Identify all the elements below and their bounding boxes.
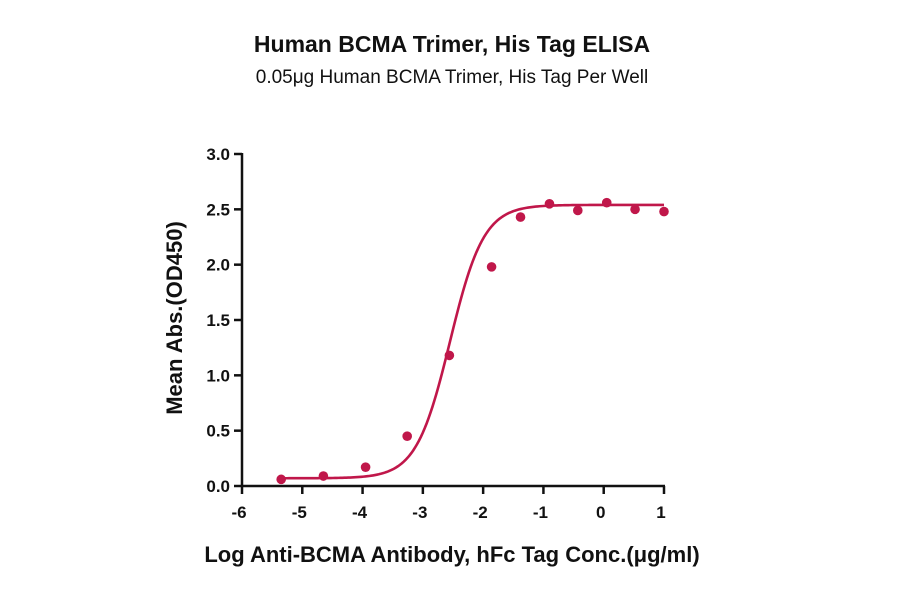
axes	[240, 153, 665, 488]
y-tick-label: 3.0	[206, 145, 230, 164]
data-point	[515, 212, 526, 222]
data-point	[444, 350, 455, 361]
chart-title: Human BCMA Trimer, His Tag ELISA	[254, 31, 650, 57]
data-point	[276, 474, 286, 485]
y-tick-label: 0.5	[206, 422, 230, 441]
x-tick-label: -4	[352, 503, 368, 522]
data-point	[318, 471, 329, 481]
x-axis-ticks: -6 -5 -4 -3 -2 -1 0 1	[231, 486, 666, 522]
y-tick-label: 1.5	[206, 311, 230, 330]
x-tick-label: 0	[596, 503, 605, 522]
y-axis-ticks: 0.0 0.5 1.0 1.5 2.0 2.5 3.0	[206, 145, 242, 496]
data-point	[659, 206, 669, 217]
y-axis-label: Mean Abs.(OD450)	[162, 221, 187, 415]
x-tick-label: -1	[533, 503, 548, 522]
fit-curve	[281, 203, 664, 480]
chart-subtitle: 0.05μg Human BCMA Trimer, His Tag Per We…	[256, 67, 649, 88]
fit-curve-layer	[281, 203, 664, 480]
data-point	[486, 262, 497, 272]
data-points	[276, 197, 669, 485]
data-point	[630, 204, 640, 215]
x-tick-label: -2	[473, 503, 488, 522]
data-point	[601, 197, 612, 208]
x-axis-label: Log Anti-BCMA Antibody, hFc Tag Conc.(μg…	[204, 542, 699, 567]
x-tick-label: 1	[656, 503, 665, 522]
x-tick-label: -6	[231, 503, 246, 522]
y-tick-label: 2.5	[206, 200, 230, 219]
data-point	[544, 199, 555, 209]
y-tick-label: 1.0	[206, 366, 230, 385]
y-tick-label: 0.0	[206, 477, 230, 496]
x-tick-label: -3	[412, 503, 427, 522]
data-point	[402, 431, 412, 442]
x-tick-label: -5	[292, 503, 307, 522]
data-point	[572, 205, 583, 216]
data-point	[360, 462, 371, 472]
y-tick-label: 2.0	[206, 256, 230, 275]
